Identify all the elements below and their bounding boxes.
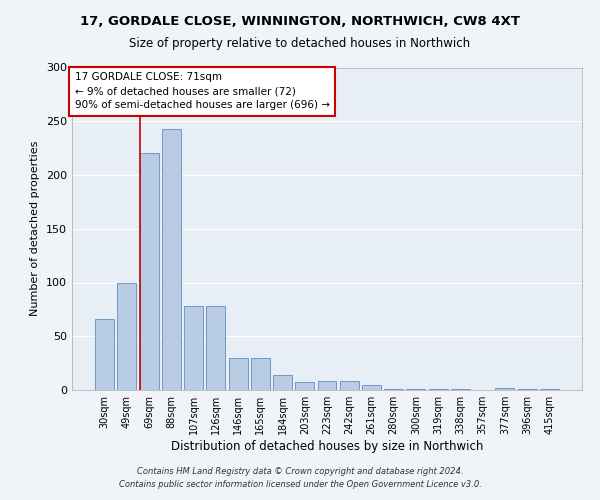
Bar [384,389,403,390]
Bar [496,388,514,390]
Bar [162,129,181,390]
Bar [340,382,359,390]
Bar [362,384,381,390]
Bar [251,358,270,390]
Bar [184,306,203,390]
X-axis label: Distribution of detached houses by size in Northwich: Distribution of detached houses by size … [171,440,483,453]
Text: 17 GORDALE CLOSE: 71sqm
← 9% of detached houses are smaller (72)
90% of semi-det: 17 GORDALE CLOSE: 71sqm ← 9% of detached… [74,72,329,110]
Bar [118,282,136,390]
Y-axis label: Number of detached properties: Number of detached properties [31,141,40,316]
Bar [451,389,470,390]
Text: Size of property relative to detached houses in Northwich: Size of property relative to detached ho… [130,38,470,51]
Bar [229,358,248,390]
Bar [295,382,314,390]
Bar [429,389,448,390]
Bar [140,154,158,390]
Bar [206,306,225,390]
Bar [317,382,337,390]
Bar [95,319,114,390]
Bar [406,389,425,390]
Text: 17, GORDALE CLOSE, WINNINGTON, NORTHWICH, CW8 4XT: 17, GORDALE CLOSE, WINNINGTON, NORTHWICH… [80,15,520,28]
Bar [540,389,559,390]
Text: Contains HM Land Registry data © Crown copyright and database right 2024.
Contai: Contains HM Land Registry data © Crown c… [119,468,481,489]
Bar [518,389,536,390]
Bar [273,375,292,390]
